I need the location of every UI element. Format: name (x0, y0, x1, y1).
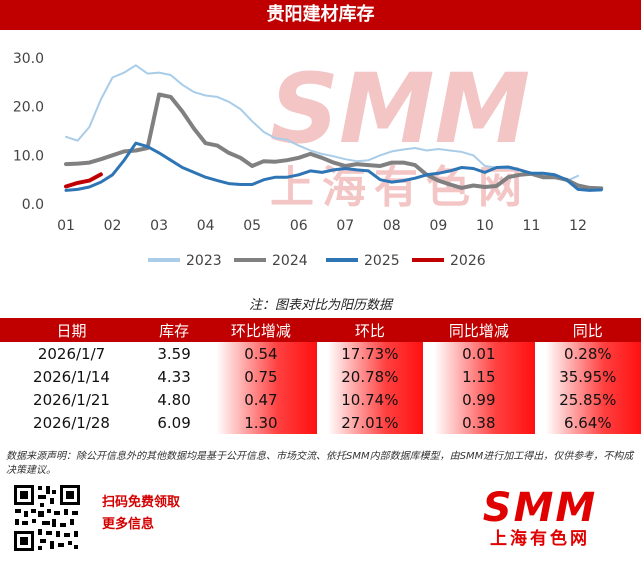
x-tick-label: 06 (290, 218, 308, 234)
smm-logo: SMM 上海有色网 (450, 488, 630, 550)
cell-mom-pct: 17.73% (316, 342, 424, 365)
header-yoy-pct: 同比 (534, 318, 641, 342)
x-tick-label: 10 (476, 218, 494, 234)
cell-mom-pct: 10.74% (316, 388, 424, 411)
series-line-2024 (64, 92, 604, 191)
x-tick-label: 01 (57, 218, 75, 234)
watermark-smm: SMM (270, 53, 530, 165)
legend: 2023 2024 2025 2026 (148, 253, 486, 269)
cell-yoy-change: 0.01 (423, 342, 535, 365)
cell-date: 2026/1/21 (33, 390, 110, 409)
cell-mom-change: 1.30 (205, 411, 317, 434)
x-axis: 01 02 03 04 05 06 07 08 09 10 11 12 (57, 218, 587, 234)
x-tick-label: 07 (336, 218, 354, 234)
x-tick-label: 05 (243, 218, 261, 234)
cell-mom-pct: 20.78% (316, 365, 424, 388)
header-inventory: 库存 (143, 318, 206, 342)
x-tick-label: 12 (569, 218, 587, 234)
x-tick-label: 09 (429, 218, 447, 234)
series-line-2026 (64, 172, 103, 189)
y-tick-label: 30.0 (13, 51, 44, 67)
data-disclaimer: 数据来源声明：除公开信息外的其他数据均是基于公开信息、市场交流、依托SMM内部数… (6, 451, 634, 476)
logo-cn: 上海有色网 (490, 529, 590, 549)
legend-label-2024: 2024 (272, 253, 308, 269)
header-mom-pct: 环比 (316, 318, 424, 342)
cell-mom-change: 0.47 (205, 388, 317, 411)
legend-label-2023: 2023 (186, 253, 222, 269)
watermark: SMM 上海有色网 (270, 53, 530, 213)
series-lines (64, 64, 604, 192)
table-row: 2026/1/14 4.33 0.75 20.78% 1.15 35.95% (0, 365, 641, 388)
cell-inventory: 4.33 (157, 367, 191, 386)
cell-yoy-pct: 6.64% (534, 411, 641, 434)
line-chart: SMM 上海有色网 0.0 10.0 20.0 30.0 01 02 03 04 05 06 07… (13, 51, 604, 269)
cell-yoy-pct: 35.95% (534, 365, 641, 388)
y-tick-label: 0.0 (22, 197, 44, 213)
y-tick-label: 20.0 (13, 100, 44, 116)
promo-line-2: 更多信息 (102, 517, 155, 532)
cell-yoy-pct: 0.28% (534, 342, 641, 365)
table-row: 2026/1/21 4.80 0.47 10.74% 0.99 25.85% (0, 388, 641, 411)
legend-label-2025: 2025 (364, 253, 400, 269)
logo-smm: SMM (482, 485, 598, 531)
cell-mom-change: 0.75 (205, 365, 317, 388)
qr-code-icon[interactable] (12, 483, 82, 553)
series-line-2025 (64, 141, 603, 192)
cell-yoy-change: 0.38 (423, 411, 535, 434)
cell-inventory: 3.59 (157, 344, 191, 363)
x-tick-label: 03 (150, 218, 168, 234)
table-header-row: 日期 库存 环比增减 环比 同比增减 同比 (0, 318, 641, 342)
x-tick-label: 04 (197, 218, 215, 234)
header-mom-change: 环比增减 (205, 318, 317, 342)
table-row: 2026/1/28 6.09 1.30 27.01% 0.38 6.64% (0, 411, 641, 434)
cell-date: 2026/1/7 (37, 344, 106, 363)
chart-note: 注：图表对比为阳历数据 (248, 298, 392, 313)
x-tick-label: 11 (523, 218, 541, 234)
cell-yoy-change: 0.99 (423, 388, 535, 411)
inventory-table: 日期 库存 环比增减 环比 同比增减 同比 2026/1/7 3.59 0.54… (0, 318, 641, 434)
header-yoy-change: 同比增减 (423, 318, 535, 342)
chart-title: 贵阳建材库存 (0, 0, 641, 30)
x-tick-label: 08 (383, 218, 401, 234)
cell-yoy-change: 1.15 (423, 365, 535, 388)
header-date: 日期 (0, 318, 144, 342)
legend-label-2026: 2026 (450, 253, 486, 269)
cell-yoy-pct: 25.85% (534, 388, 641, 411)
promo-line-1: 扫码免费领取 (102, 495, 181, 510)
x-tick-label: 02 (104, 218, 122, 234)
y-tick-label: 10.0 (13, 148, 44, 164)
cell-inventory: 6.09 (157, 413, 191, 432)
cell-date: 2026/1/14 (33, 367, 110, 386)
table-row: 2026/1/7 3.59 0.54 17.73% 0.01 0.28% (0, 342, 641, 365)
cell-mom-pct: 27.01% (316, 411, 424, 434)
series-line-2023 (65, 64, 579, 183)
cell-date: 2026/1/28 (33, 413, 110, 432)
promo-text: 扫码免费领取 更多信息 (102, 492, 180, 536)
y-axis: 0.0 10.0 20.0 30.0 (13, 51, 44, 213)
cell-inventory: 4.80 (157, 390, 191, 409)
cell-mom-change: 0.54 (205, 342, 317, 365)
